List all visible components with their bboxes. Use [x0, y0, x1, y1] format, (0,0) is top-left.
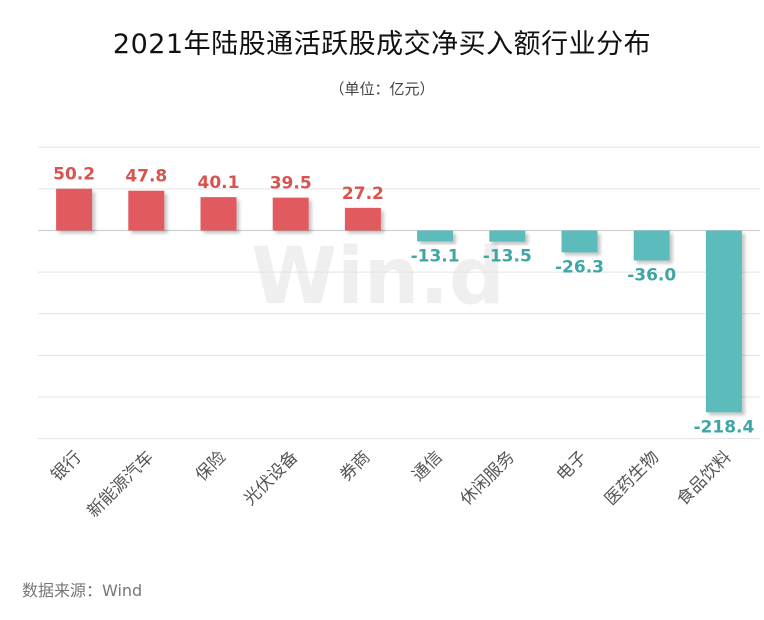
- value-label-7: -13.5: [483, 247, 532, 267]
- bar-2: [128, 190, 165, 231]
- category-label-5: 券商: [336, 447, 374, 485]
- category-label-10: 食品饮料: [673, 447, 735, 509]
- bar-1: [56, 188, 93, 231]
- bar-8: [561, 230, 598, 253]
- category-label-3: 保险: [192, 447, 230, 485]
- value-label-2: 47.8: [125, 167, 167, 187]
- bar-10: [705, 230, 742, 413]
- bar-4: [272, 197, 309, 231]
- watermark-text: Win.d: [251, 232, 505, 322]
- value-label-1: 50.2: [53, 165, 95, 185]
- category-label-7: 休闲服务: [457, 447, 519, 509]
- category-label-4: 光伏设备: [240, 447, 302, 509]
- category-label-6: 通信: [408, 447, 446, 485]
- category-label-2: 新能源汽车: [84, 447, 158, 521]
- category-label-9: 医药生物: [601, 447, 663, 509]
- chart-subtitle: （单位：亿元）: [329, 80, 435, 98]
- chart-title: 2021年陆股通活跃股成交净买入额行业分布: [112, 29, 652, 60]
- bar-7: [489, 230, 526, 242]
- value-label-3: 40.1: [198, 173, 240, 193]
- bar-9: [633, 230, 670, 261]
- value-label-9: -36.0: [627, 265, 676, 285]
- value-label-6: -13.1: [411, 246, 460, 266]
- value-label-4: 39.5: [270, 174, 312, 194]
- bar-6: [417, 230, 454, 242]
- value-label-10: -218.4: [693, 417, 754, 437]
- value-label-5: 27.2: [342, 184, 384, 204]
- value-label-8: -26.3: [555, 257, 604, 277]
- category-label-8: 电子: [553, 447, 591, 485]
- bar-3: [200, 197, 237, 231]
- category-label-1: 银行: [47, 447, 85, 485]
- bar-5: [344, 207, 381, 231]
- source-note: 数据来源：Wind: [22, 581, 143, 600]
